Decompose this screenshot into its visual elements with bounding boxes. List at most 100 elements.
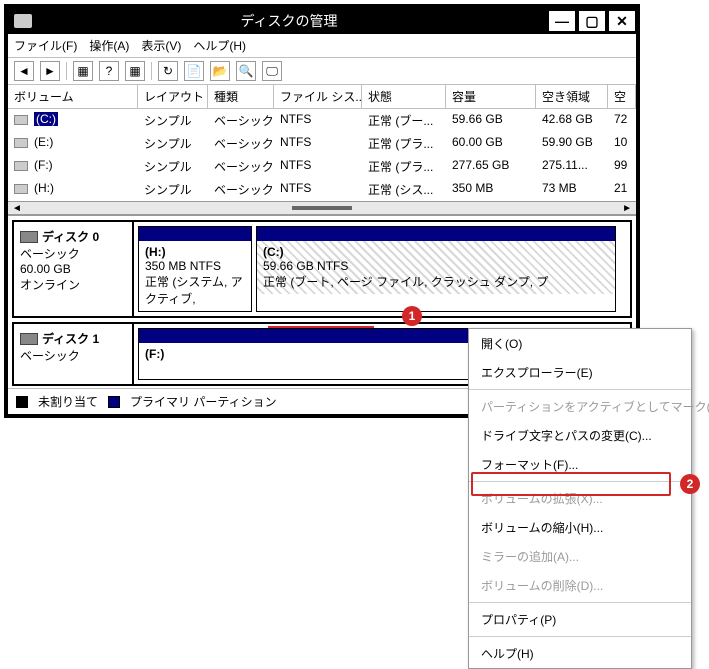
scroll-left-icon[interactable]: ◄	[12, 203, 22, 214]
splitter[interactable]: ◄ ►	[8, 201, 636, 215]
menu-item[interactable]: プロパティ(P)	[469, 605, 691, 634]
cell-fs: NTFS	[274, 110, 362, 131]
partition-status: 正常 (システム, アクティブ,	[145, 275, 243, 306]
partition-label: (F:)	[145, 347, 164, 361]
col-fs[interactable]: ファイル シス...	[274, 85, 362, 108]
back-button[interactable]: ◄	[14, 61, 34, 81]
cell-layout: シンプル	[138, 179, 208, 200]
screen-button[interactable]: 🖵	[262, 61, 282, 81]
canvas: ディスクの管理 — ▢ ✕ ファイル(F) 操作(A) 表示(V) ヘルプ(H)…	[0, 0, 709, 597]
menu-action[interactable]: 操作(A)	[89, 37, 129, 54]
disk-header[interactable]: ディスク 0ベーシック60.00 GBオンライン	[14, 222, 134, 316]
splitter-handle[interactable]	[292, 206, 352, 210]
menu-item[interactable]: 開く(O)	[469, 329, 691, 358]
cell-layout: シンプル	[138, 156, 208, 177]
col-volume[interactable]: ボリューム	[8, 85, 138, 108]
volume-name: (C:)	[34, 112, 58, 126]
col-pct[interactable]: 空	[608, 85, 636, 108]
menu-item[interactable]: ドライブ文字とパスの変更(C)...	[469, 421, 691, 450]
menu-item[interactable]: ヘルプ(H)	[469, 639, 691, 668]
menu-view[interactable]: 表示(V)	[141, 37, 181, 54]
scroll-right-icon[interactable]: ►	[622, 203, 632, 214]
open-button[interactable]: 📂	[210, 61, 230, 81]
cell-status: 正常 (プラ...	[362, 133, 446, 154]
legend-unallocated-swatch	[16, 396, 28, 408]
volume-row[interactable]: (C:)シンプルベーシックNTFS正常 (ブー...59.66 GB42.68 …	[8, 109, 636, 132]
context-menu[interactable]: 開く(O)エクスプローラー(E) パーティションをアクティブとしてマーク(M)ドラ…	[468, 328, 692, 669]
partition-bar	[139, 227, 251, 241]
volume-row[interactable]: (H:)シンプルベーシックNTFS正常 (シス...350 MB73 MB21	[8, 178, 636, 201]
disk-name: ディスク 0	[42, 228, 99, 245]
cell-fs: NTFS	[274, 179, 362, 200]
cell-type: ベーシック	[208, 156, 274, 177]
partition-body: (H:)350 MB NTFS正常 (システム, アクティブ,	[139, 241, 251, 311]
maximize-button[interactable]: ▢	[578, 10, 606, 32]
col-capacity[interactable]: 容量	[446, 85, 536, 108]
menu-file[interactable]: ファイル(F)	[14, 37, 77, 54]
col-layout[interactable]: レイアウト	[138, 85, 208, 108]
menu-item[interactable]: エクスプローラー(E)	[469, 358, 691, 387]
cell-free: 59.90 GB	[536, 133, 608, 154]
volume-row[interactable]: (E:)シンプルベーシックNTFS正常 (プラ...60.00 GB59.90 …	[8, 132, 636, 155]
partition[interactable]: (H:)350 MB NTFS正常 (システム, アクティブ,	[138, 226, 252, 312]
cell-pct: 99	[608, 156, 636, 177]
cell-type: ベーシック	[208, 110, 274, 131]
cell-capacity: 60.00 GB	[446, 133, 536, 154]
annotation-highlight-box	[471, 472, 671, 496]
menu-item: パーティションをアクティブとしてマーク(M)	[469, 392, 691, 421]
help-button[interactable]: ?	[99, 61, 119, 81]
legend-unallocated-label: 未割り当て	[38, 393, 98, 410]
forward-button[interactable]: ►	[40, 61, 60, 81]
titlebar: ディスクの管理 — ▢ ✕	[8, 8, 636, 34]
menu-separator	[469, 389, 691, 390]
col-type[interactable]: 種類	[208, 85, 274, 108]
search-button[interactable]: 🔍	[236, 61, 256, 81]
cell-fs: NTFS	[274, 156, 362, 177]
refresh-button[interactable]: ↻	[158, 61, 178, 81]
menu-bar: ファイル(F) 操作(A) 表示(V) ヘルプ(H)	[8, 34, 636, 58]
partition[interactable]: (C:)59.66 GB NTFS正常 (ブート, ページ ファイル, クラッシ…	[256, 226, 616, 312]
disk-name: ディスク 1	[42, 330, 99, 347]
partition-bar	[257, 227, 615, 241]
panel-button[interactable]: ▦	[125, 61, 145, 81]
cell-free: 73 MB	[536, 179, 608, 200]
cell-capacity: 59.66 GB	[446, 110, 536, 131]
cell-capacity: 277.65 GB	[446, 156, 536, 177]
annotation-underline	[268, 326, 374, 328]
minimize-button[interactable]: —	[548, 10, 576, 32]
cell-type: ベーシック	[208, 133, 274, 154]
volume-list[interactable]: (C:)シンプルベーシックNTFS正常 (ブー...59.66 GB42.68 …	[8, 109, 636, 201]
cell-fs: NTFS	[274, 133, 362, 154]
volume-name: (H:)	[34, 181, 54, 195]
partition-size: 350 MB NTFS	[145, 259, 221, 273]
cell-status: 正常 (ブー...	[362, 110, 446, 131]
disk-type: ベーシック	[20, 245, 126, 262]
doc-button[interactable]: 📄	[184, 61, 204, 81]
partition-body: (C:)59.66 GB NTFS正常 (ブート, ページ ファイル, クラッシ…	[257, 241, 615, 294]
toolbar-separator	[151, 62, 152, 80]
cell-pct: 72	[608, 110, 636, 131]
disk-icon	[20, 333, 38, 345]
legend-primary-label: プライマリ パーティション	[130, 393, 277, 410]
annotation-badge-2: 2	[680, 474, 700, 494]
cell-status: 正常 (シス...	[362, 179, 446, 200]
menu-help[interactable]: ヘルプ(H)	[193, 37, 246, 54]
volume-row[interactable]: (F:)シンプルベーシックNTFS正常 (プラ...277.65 GB275.1…	[8, 155, 636, 178]
disk-size: 60.00 GB	[20, 262, 126, 276]
cell-status: 正常 (プラ...	[362, 156, 446, 177]
partition-size: 59.66 GB NTFS	[263, 259, 348, 273]
disk-header[interactable]: ディスク 1ベーシック	[14, 324, 134, 384]
view-button[interactable]: ▦	[73, 61, 93, 81]
cell-type: ベーシック	[208, 179, 274, 200]
disk-type: ベーシック	[20, 347, 126, 364]
menu-item[interactable]: ボリュームの縮小(H)...	[469, 513, 691, 542]
close-button[interactable]: ✕	[608, 10, 636, 32]
col-free[interactable]: 空き領域	[536, 85, 608, 108]
drive-icon	[14, 161, 28, 171]
drive-icon	[14, 115, 28, 125]
col-status[interactable]: 状態	[362, 85, 446, 108]
volume-list-header: ボリューム レイアウト 種類 ファイル シス... 状態 容量 空き領域 空	[8, 85, 636, 109]
partition-status: 正常 (ブート, ページ ファイル, クラッシュ ダンプ, プ	[263, 275, 548, 289]
legend-primary-swatch	[108, 396, 120, 408]
cell-capacity: 350 MB	[446, 179, 536, 200]
